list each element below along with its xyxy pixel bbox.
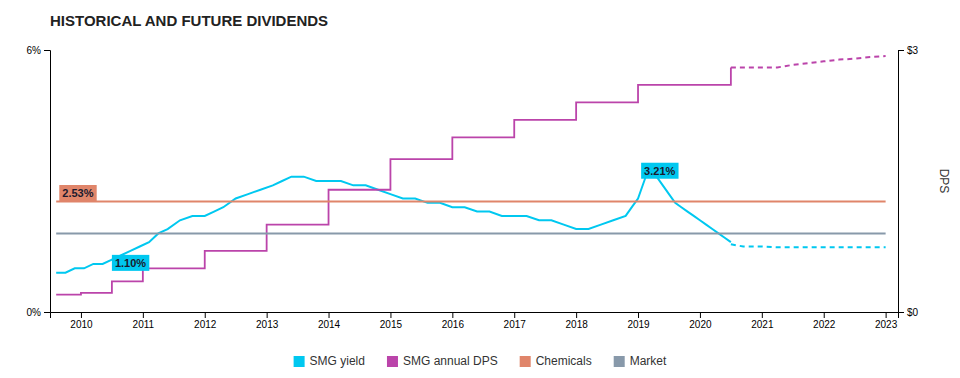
- y-axis-line: [44, 51, 51, 313]
- annotation-text: 1.10%: [115, 257, 146, 269]
- x-tick-mark: [886, 312, 887, 318]
- annotation-box: [641, 163, 678, 179]
- x-tick-label: 2011: [133, 319, 155, 330]
- legend-item: Market: [614, 354, 667, 368]
- x-tick: 2012: [194, 312, 217, 330]
- x-tick-label: 2018: [566, 319, 589, 330]
- series-line: [731, 244, 886, 247]
- x-tick: 2022: [813, 312, 836, 330]
- x-tick-label: 2014: [318, 319, 341, 330]
- annotation-box: [59, 185, 96, 201]
- y-tick-label: 0%: [27, 307, 42, 318]
- x-tick: 2013: [256, 312, 279, 330]
- y-tick-mark: [44, 312, 50, 313]
- y2-axis-title: DPS: [937, 169, 951, 194]
- legend-label: Market: [630, 354, 667, 368]
- series-line: [56, 168, 731, 273]
- annotation-box: [112, 255, 149, 271]
- x-tick-label: 2017: [504, 319, 527, 330]
- y2-axis: $0 $3: [898, 45, 919, 318]
- x-tick-mark: [762, 312, 763, 318]
- y2-tick-label: $3: [907, 45, 919, 56]
- x-tick: 2014: [318, 312, 341, 330]
- x-tick-label: 2013: [256, 319, 279, 330]
- annotation-text: 3.21%: [644, 165, 675, 177]
- y-tick: 0%: [27, 307, 50, 318]
- x-tick: 2018: [566, 312, 589, 330]
- x-tick-label: 2015: [380, 319, 403, 330]
- legend-item: SMG yield: [294, 354, 365, 368]
- y2-axis-line: [899, 51, 905, 313]
- series-line: [56, 67, 731, 294]
- plot-area: [56, 56, 885, 294]
- series-line: [56, 201, 885, 203]
- legend-swatch: [387, 356, 398, 367]
- y2-tick: $0: [898, 307, 919, 318]
- x-tick-label: 2012: [194, 319, 217, 330]
- legend-label: SMG yield: [310, 354, 365, 368]
- annotation: 3.21%: [641, 163, 678, 179]
- x-tick: 2020: [689, 312, 712, 330]
- x-axis-line: [51, 313, 899, 319]
- annotations: 3.21% 1.10% 2.53%: [59, 163, 678, 271]
- x-tick-mark: [329, 312, 330, 318]
- x-tick: 2023: [875, 312, 898, 330]
- x-tick-mark: [824, 312, 825, 318]
- x-tick-mark: [81, 312, 82, 318]
- x-tick: 2021: [751, 312, 774, 330]
- x-tick: 2011: [133, 312, 155, 330]
- x-tick: 2015: [380, 312, 403, 330]
- legend-swatch: [294, 356, 305, 367]
- y2-tick-mark: [898, 50, 904, 51]
- x-tick-label: 2021: [751, 319, 774, 330]
- x-tick-label: 2019: [627, 319, 650, 330]
- x-tick-label: 2010: [70, 319, 93, 330]
- x-tick: 2016: [442, 312, 465, 330]
- x-tick-mark: [700, 312, 701, 318]
- legend-item: Chemicals: [520, 354, 592, 368]
- x-tick: 2010: [70, 312, 93, 330]
- y-tick: 6%: [27, 45, 50, 56]
- x-tick-mark: [576, 312, 577, 318]
- series-line: [56, 232, 885, 234]
- x-tick-label: 2022: [813, 319, 836, 330]
- legend-swatch: [614, 356, 625, 367]
- y-tick-mark: [44, 50, 50, 51]
- x-axis: 2010 2011 2012 2013 2014 2015 2016 2017 2018 2019…: [51, 312, 899, 330]
- legend-item: SMG annual DPS: [387, 354, 498, 368]
- x-tick-mark: [638, 312, 639, 318]
- annotation-text: 2.53%: [62, 187, 93, 199]
- y2-tick-label: $0: [907, 307, 919, 318]
- x-tick-label: 2020: [689, 319, 712, 330]
- x-tick-mark: [452, 312, 453, 318]
- x-tick: 2017: [504, 312, 527, 330]
- title: HISTORICAL AND FUTURE DIVIDENDS: [50, 12, 328, 29]
- y2-tick: $3: [898, 45, 919, 56]
- y-tick-label: 6%: [27, 45, 42, 56]
- x-tick-mark: [267, 312, 268, 318]
- annotation: 1.10%: [112, 255, 149, 271]
- x-tick: 2019: [627, 312, 650, 330]
- chart-svg: HISTORICAL AND FUTURE DIVIDENDS201020112…: [0, 0, 960, 378]
- x-tick-mark: [514, 312, 515, 318]
- annotation: 2.53%: [59, 185, 96, 201]
- legend-label: Chemicals: [536, 354, 592, 368]
- legend: SMG yield SMG annual DPS Chemicals Market: [294, 354, 667, 368]
- legend-swatch: [520, 356, 531, 367]
- x-tick-mark: [390, 312, 391, 318]
- y-axis: 0% 6%: [27, 45, 51, 318]
- x-tick-mark: [143, 312, 144, 318]
- x-tick-label: 2016: [442, 319, 465, 330]
- y2-tick-mark: [898, 312, 904, 313]
- x-tick-mark: [205, 312, 206, 318]
- x-tick-label: 2023: [875, 319, 898, 330]
- legend-label: SMG annual DPS: [403, 354, 498, 368]
- series-line: [731, 56, 886, 67]
